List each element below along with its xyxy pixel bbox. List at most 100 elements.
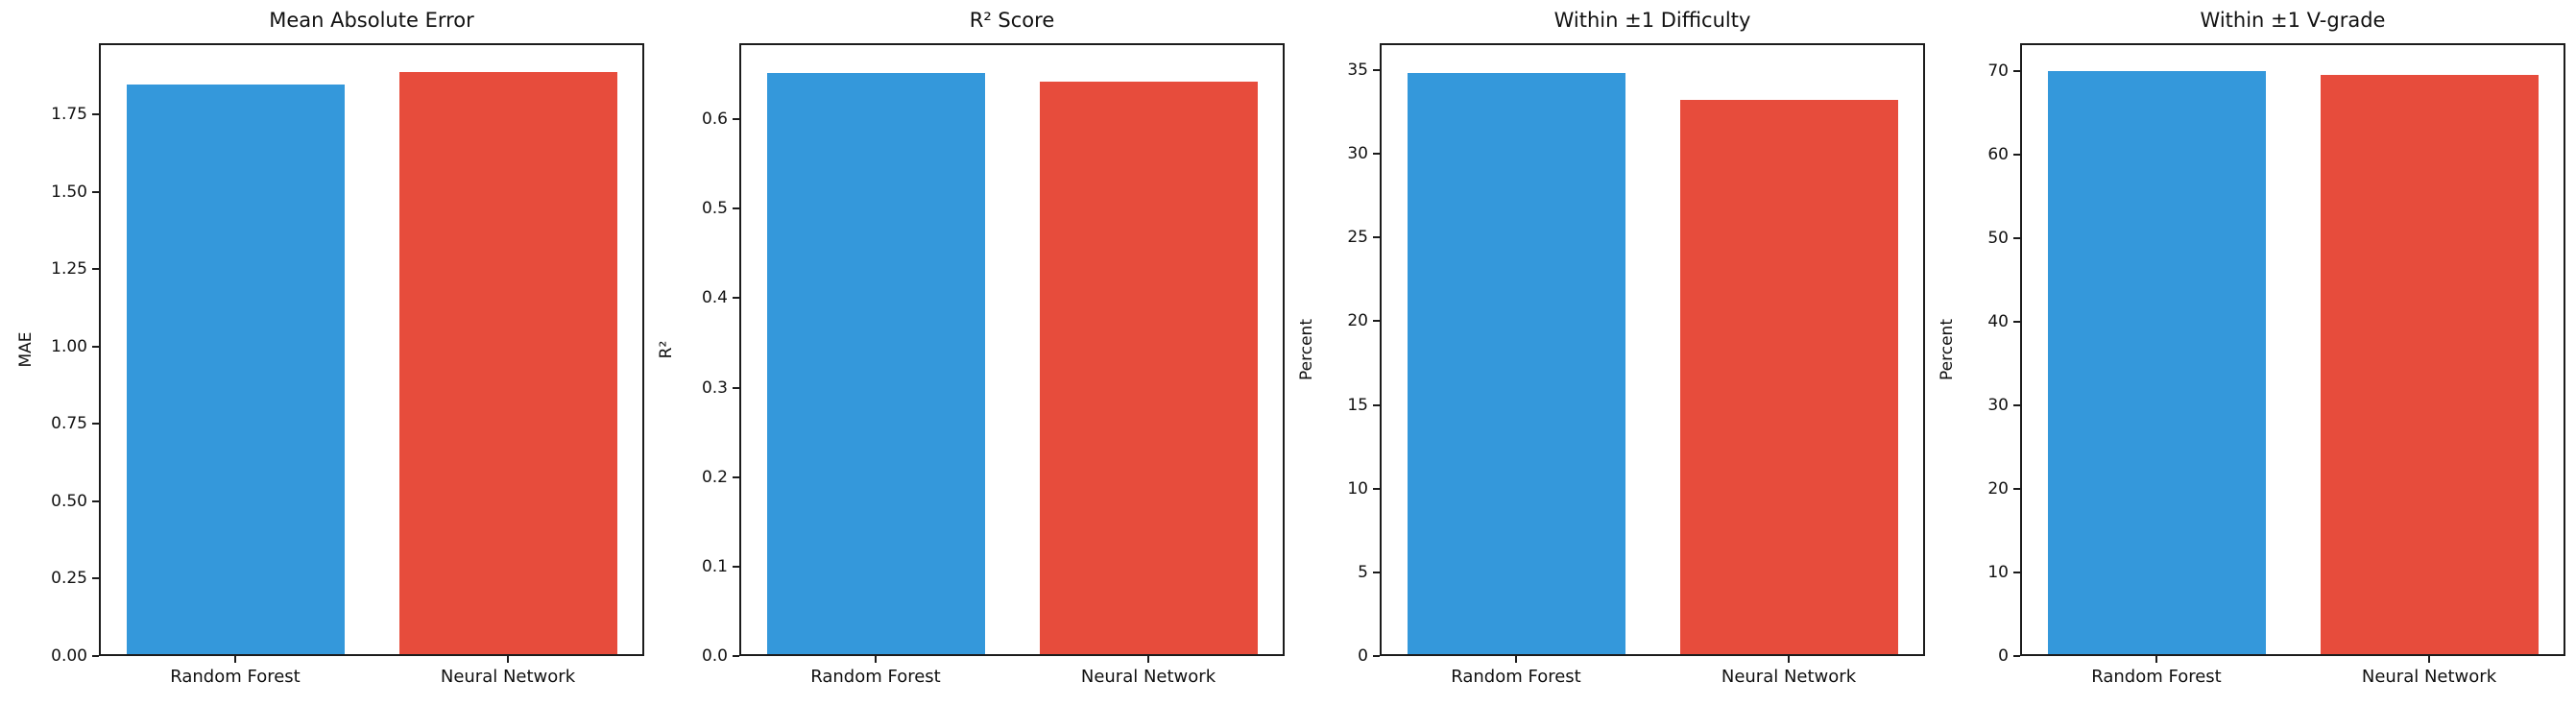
x-tick-label-neural-network: Neural Network: [1080, 667, 1216, 687]
y-tick-mark: [733, 297, 739, 300]
y-tick-label: 20: [1347, 311, 1368, 331]
y-tick-label: 60: [1987, 144, 2009, 164]
y-tick-label: 0.1: [701, 556, 728, 576]
x-tick-mark: [875, 656, 877, 663]
bar-neural-network: [2321, 75, 2539, 654]
x-tick-mark: [507, 656, 509, 663]
y-tick-label: 15: [1347, 395, 1368, 415]
y-tick-mark: [1373, 571, 1380, 573]
bar-random-forest: [127, 85, 345, 654]
x-tick-mark: [234, 656, 236, 663]
y-tick-mark: [1373, 403, 1380, 406]
chart-panel-r2-score: R² Score R² 0.0 0.1 0.2 0.3 0.4 0.5 0.6 Random …: [640, 0, 1285, 706]
x-tick-label-random-forest: Random Forest: [1451, 667, 1581, 687]
y-tick-label: 0: [1358, 646, 1368, 666]
chart-panel-within1-vgrade: Within ±1 V-grade Percent 0 10 20 30 40 50 60 7…: [1921, 0, 2565, 706]
y-tick-label: 0.0: [701, 646, 728, 666]
y-tick-mark: [92, 345, 99, 348]
y-tick-label: 1.75: [51, 105, 87, 125]
y-tick-mark: [1373, 655, 1380, 657]
y-tick-label: 10: [1987, 562, 2009, 582]
y-tick-label: 50: [1987, 228, 2009, 248]
y-tick-label: 0.50: [51, 491, 87, 511]
y-tick-mark: [2013, 487, 2020, 490]
y-tick-mark: [1373, 68, 1380, 71]
x-tick-label-random-forest: Random Forest: [810, 667, 941, 687]
y-tick-label: 10: [1347, 478, 1368, 499]
chart-panel-mae: Mean Absolute Error MAE 0.00 0.25 0.50 0.75…: [0, 0, 644, 706]
x-tick-mark: [2155, 656, 2157, 663]
y-tick-label: 70: [1987, 61, 2009, 81]
y-tick-mark: [2013, 320, 2020, 323]
y-tick-mark: [1373, 153, 1380, 156]
y-tick-mark: [1373, 236, 1380, 239]
x-tick-label-random-forest: Random Forest: [2091, 667, 2222, 687]
y-tick-mark: [92, 655, 99, 657]
chart-title: Within ±1 V-grade: [2200, 9, 2386, 32]
bar-random-forest: [767, 73, 985, 654]
y-tick-label: 0.2: [701, 467, 728, 487]
y-tick-label: 25: [1347, 228, 1368, 248]
y-tick-mark: [92, 190, 99, 193]
x-tick-label-neural-network: Neural Network: [1721, 667, 1857, 687]
y-tick-label: 0: [1998, 646, 2009, 666]
y-tick-label: 1.50: [51, 182, 87, 202]
y-tick-mark: [733, 118, 739, 121]
y-tick-label: 0.3: [701, 377, 728, 398]
x-tick-label-neural-network: Neural Network: [2361, 667, 2497, 687]
plot-area: [1380, 43, 1925, 656]
y-axis-label: R²: [657, 340, 676, 359]
y-tick-label: 0.00: [51, 646, 87, 666]
y-tick-label: 30: [1347, 144, 1368, 164]
y-tick-mark: [733, 565, 739, 568]
y-tick-mark: [2013, 69, 2020, 72]
x-tick-mark: [2428, 656, 2430, 663]
bar-random-forest: [2048, 71, 2266, 654]
y-tick-mark: [1373, 320, 1380, 323]
y-tick-mark: [92, 268, 99, 271]
y-tick-label: 0.75: [51, 414, 87, 434]
x-tick-label-random-forest: Random Forest: [170, 667, 301, 687]
y-tick-mark: [733, 207, 739, 210]
y-tick-mark: [92, 577, 99, 580]
bar-neural-network: [1040, 82, 1258, 654]
y-tick-mark: [2013, 236, 2020, 239]
y-tick-label: 30: [1987, 395, 2009, 415]
y-tick-label: 40: [1987, 311, 2009, 331]
chart-title: Mean Absolute Error: [269, 9, 474, 32]
y-tick-mark: [2013, 571, 2020, 573]
y-tick-mark: [2013, 153, 2020, 156]
bar-neural-network: [399, 72, 617, 654]
y-tick-mark: [733, 655, 739, 657]
bar-neural-network: [1680, 100, 1898, 654]
y-tick-label: 20: [1987, 478, 2009, 499]
y-tick-mark: [733, 386, 739, 389]
y-tick-mark: [92, 499, 99, 502]
x-tick-mark: [1515, 656, 1517, 663]
plot-area: [2020, 43, 2565, 656]
plot-area: [739, 43, 1285, 656]
y-tick-mark: [1373, 487, 1380, 490]
chart-panel-within1-difficulty: Within ±1 Difficulty Percent 0 5 10 15 20 25 3…: [1281, 0, 1925, 706]
x-tick-mark: [1147, 656, 1149, 663]
x-tick-label-neural-network: Neural Network: [440, 667, 576, 687]
y-tick-label: 0.5: [701, 199, 728, 219]
plot-area: [99, 43, 644, 656]
chart-title: Within ±1 Difficulty: [1553, 9, 1751, 32]
y-tick-mark: [2013, 655, 2020, 657]
y-tick-label: 0.25: [51, 569, 87, 589]
x-tick-mark: [1788, 656, 1790, 663]
y-tick-label: 0.6: [701, 110, 728, 130]
y-tick-mark: [2013, 403, 2020, 406]
y-tick-mark: [733, 475, 739, 478]
y-tick-label: 1.00: [51, 336, 87, 356]
chart-title: R² Score: [969, 9, 1055, 32]
y-tick-label: 5: [1358, 562, 1368, 582]
y-tick-label: 1.25: [51, 259, 87, 280]
y-tick-label: 35: [1347, 60, 1368, 80]
bar-random-forest: [1408, 73, 1625, 654]
y-tick-mark: [92, 423, 99, 426]
y-tick-mark: [92, 113, 99, 116]
y-tick-label: 0.4: [701, 288, 728, 308]
